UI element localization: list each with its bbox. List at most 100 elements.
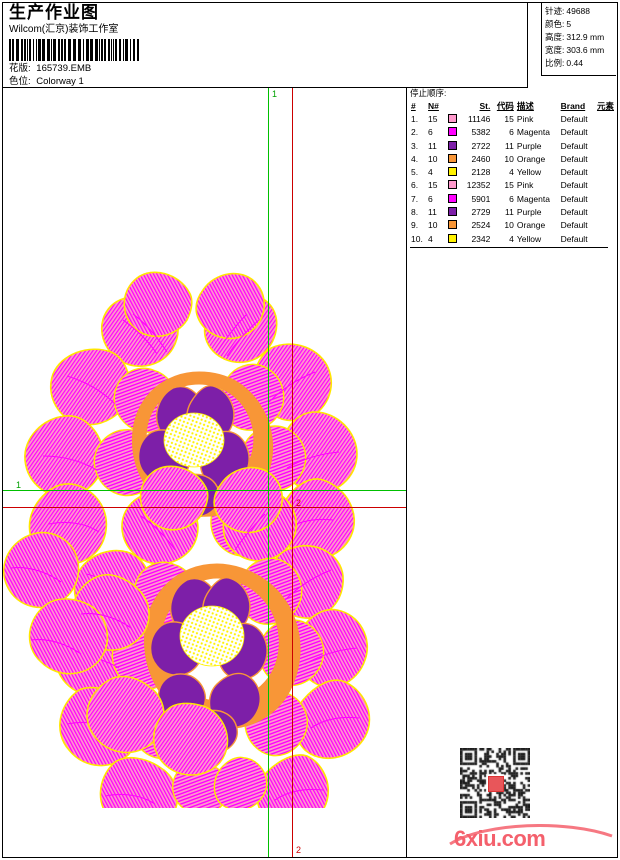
info-row-4: 比例: 0.44 (545, 57, 616, 70)
color-description: Pink (516, 180, 534, 191)
barcode-bar (78, 39, 81, 61)
table-row: 10. 4 2342 4 Yellow Default (410, 233, 616, 246)
color-brand: Default (560, 220, 588, 231)
table-row: 9. 10 2524 10 Orange Default (410, 219, 616, 232)
left-sweep-petals (3, 531, 150, 675)
barcode-bar (95, 39, 98, 61)
barcode-bar (90, 39, 93, 61)
barcode-bar (29, 39, 31, 61)
colorway-label: 色位: (9, 76, 31, 87)
barcode-bar (16, 39, 19, 61)
color-description: Magenta (516, 127, 550, 138)
color-code: 4 (509, 233, 514, 244)
info-row-2: 高度: 312.9 mm (545, 31, 616, 44)
color-element (596, 233, 616, 246)
barcode-bar (38, 39, 41, 61)
info-value: 49688 (566, 6, 591, 16)
color-number: 6 (428, 127, 433, 138)
table-row: 6. 15 12352 15 Pink Default (410, 179, 616, 192)
barcode-bar (83, 39, 84, 61)
color-index: 4. (411, 153, 419, 164)
watermark-arc (449, 824, 613, 846)
table-row: 8. 11 2729 11 Purple Default (410, 206, 616, 219)
color-element (596, 113, 616, 126)
color-stitches: 2729 (471, 207, 491, 218)
lower-stamen (179, 605, 245, 667)
barcode-bar (133, 39, 135, 61)
color-index: 8. (411, 207, 419, 218)
col-index: # (411, 101, 416, 111)
barcode-bar (61, 39, 63, 61)
barcode-bar (9, 39, 11, 61)
info-value: 312.9 mm (566, 32, 605, 42)
color-brand: Default (560, 140, 588, 151)
swatch-icon (447, 153, 457, 163)
barcode-bar (99, 39, 100, 61)
color-element (596, 206, 616, 219)
color-number: 15 (428, 180, 438, 191)
color-description: Purple (516, 140, 542, 151)
header-panel: 生产作业图 Wilcom(汇京)装饰工作室 花版: 165739.EMB 色位:… (3, 3, 528, 88)
watermark: 6xiu.com (446, 824, 616, 854)
design-file-label: 花版: (9, 63, 31, 74)
color-stitches: 2460 (471, 153, 491, 164)
barcode-bar (86, 39, 89, 61)
color-swatch (446, 193, 459, 206)
color-code: 11 (505, 140, 514, 151)
barcode-bar (12, 39, 14, 61)
swatch-icon (447, 220, 457, 230)
color-index: 10. (411, 233, 423, 244)
color-swatch (446, 126, 459, 139)
color-description: Orange (516, 153, 546, 164)
color-swatch (446, 113, 459, 126)
page-title: 生产作业图 (9, 3, 99, 22)
info-label: 颜色: (545, 19, 565, 29)
design-canvas: 1 1 2 2 (3, 88, 407, 857)
color-number: 6 (428, 193, 433, 204)
barcode-bar (111, 39, 112, 61)
color-number: 4 (428, 233, 433, 244)
color-code: 15 (504, 114, 514, 124)
guide-line-horizontal-green (3, 490, 406, 491)
barcode-bar (33, 39, 34, 61)
studio-name: Wilcom(汇京)装饰工作室 (9, 24, 119, 35)
color-brand: Default (560, 180, 588, 191)
design-info-panel: 针迹: 49688 颜色: 5 高度: 312.9 mm 宽度: 303.6 mm 比例: 0.4… (541, 3, 616, 76)
barcode-bar (137, 39, 139, 61)
color-brand: Default (560, 193, 588, 204)
color-element (596, 219, 616, 232)
color-element (596, 193, 616, 206)
color-number: 11 (428, 207, 437, 218)
barcode-bar (130, 39, 131, 61)
color-index: 3. (411, 140, 419, 151)
color-brand: Default (560, 167, 588, 178)
color-swatch (446, 233, 459, 246)
color-stitches: 2342 (471, 233, 491, 244)
qr-area (460, 748, 595, 818)
color-number: 15 (428, 114, 438, 124)
barcode-bar (125, 39, 128, 61)
color-index: 5. (411, 167, 419, 178)
guide-line-vertical-green (268, 88, 269, 857)
swatch-icon (447, 233, 457, 243)
color-code: 15 (504, 180, 514, 191)
color-brand: Default (560, 127, 588, 138)
info-value: 0.44 (566, 58, 583, 68)
barcode-bar (68, 39, 71, 61)
table-row: 2. 6 5382 6 Magenta Default (410, 126, 616, 139)
color-element (596, 153, 616, 166)
table-row: 4. 10 2460 10 Orange Default (410, 153, 616, 166)
color-table: # N# St. 代码 描述 Brand 元素 1. 15 11146 15 Pink D… (410, 100, 616, 246)
color-index: 1. (411, 114, 419, 124)
colorway-value: Colorway 1 (36, 76, 84, 87)
color-brand: Default (560, 153, 588, 164)
table-bottom-divider (410, 247, 608, 248)
guide-line-horizontal-red (3, 507, 406, 508)
color-sequence-panel: 停止顺序: # N# St. 代码 描述 Brand 元素 1. 15 11146 1… (408, 88, 616, 857)
swatch-icon (447, 140, 457, 150)
color-stitches: 5901 (471, 193, 491, 204)
color-index: 6. (411, 180, 419, 191)
barcode-bar (58, 39, 60, 61)
color-description: Yellow (516, 233, 542, 244)
